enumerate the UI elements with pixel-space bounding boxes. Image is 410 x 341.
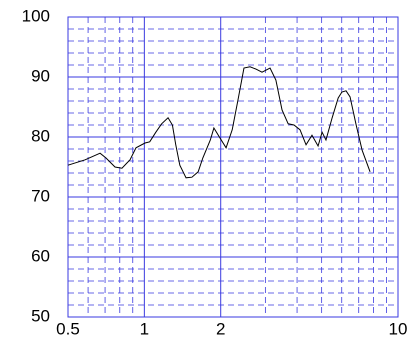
y-tick-label: 60	[31, 246, 50, 265]
x-tick-label: 1	[140, 319, 149, 338]
y-tick-label: 90	[31, 66, 50, 85]
x-tick-label: 0.5	[56, 319, 80, 338]
x-tick-label: 2	[216, 319, 225, 338]
y-tick-label: 80	[31, 126, 50, 145]
x-tick-label: 10	[389, 319, 408, 338]
y-tick-label: 100	[22, 6, 50, 25]
y-tick-label: 50	[31, 306, 50, 325]
y-tick-label: 70	[31, 186, 50, 205]
data-line	[67, 66, 371, 179]
